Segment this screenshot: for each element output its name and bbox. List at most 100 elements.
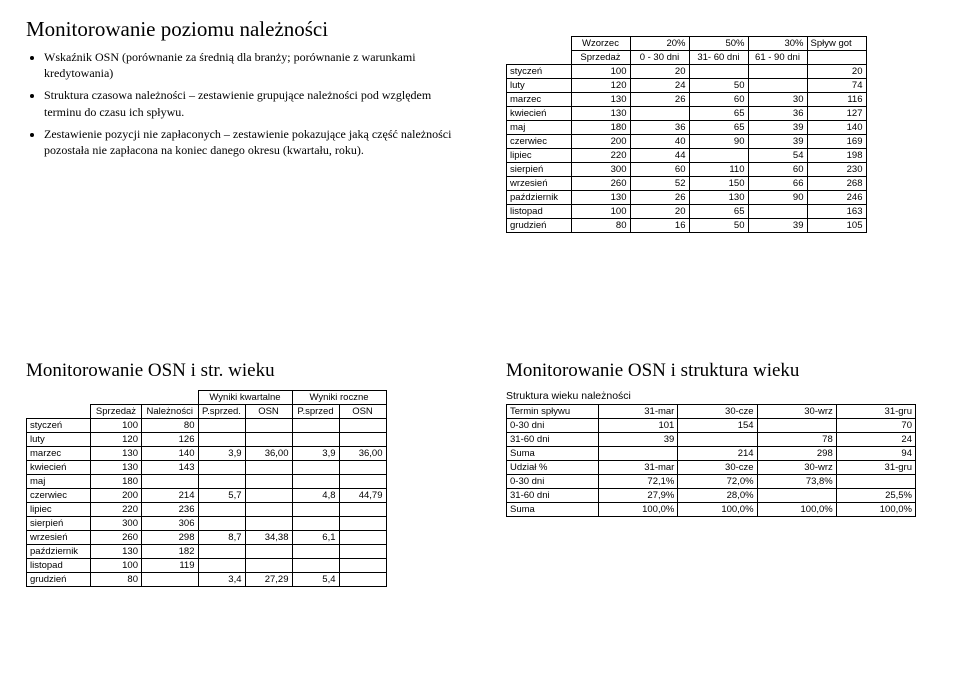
cell: 31-60 dni: [507, 489, 599, 503]
cell: [142, 475, 199, 489]
q4-table-1: Termin spływu 31-mar 30-cze 30-wrz 31-gr…: [506, 404, 916, 517]
cell: 154: [678, 419, 757, 433]
cell: 74: [807, 79, 866, 93]
cell: 65: [689, 205, 748, 219]
cell: 200: [91, 489, 142, 503]
th: OSN: [339, 405, 386, 419]
cell: 130: [91, 545, 142, 559]
cell: 36,00: [245, 447, 292, 461]
table-row: 31-60 dni27,9%28,0%25,5%: [507, 489, 916, 503]
cell: Suma: [507, 503, 599, 517]
cell: 78: [757, 433, 836, 447]
cell: styczeń: [27, 419, 91, 433]
cell: 31-60 dni: [507, 433, 599, 447]
cell: 220: [91, 503, 142, 517]
cell: 182: [142, 545, 199, 559]
cell: 130: [689, 191, 748, 205]
table-row: luty120245074: [507, 79, 867, 93]
cell: [245, 475, 292, 489]
cell: 39: [748, 219, 807, 233]
cell: 130: [571, 93, 630, 107]
cell: 180: [571, 121, 630, 135]
cell: luty: [27, 433, 91, 447]
th: 31-mar: [599, 461, 678, 475]
cell: [292, 475, 339, 489]
cell: 70: [836, 419, 915, 433]
cell: 80: [571, 219, 630, 233]
cell: 54: [748, 149, 807, 163]
table-row: październik130182: [27, 545, 387, 559]
cell: luty: [507, 79, 572, 93]
cell: [292, 559, 339, 573]
cell: [748, 205, 807, 219]
cell: [339, 461, 386, 475]
cell: 66: [748, 177, 807, 191]
cell: [292, 503, 339, 517]
cell: [339, 531, 386, 545]
cell: [198, 559, 245, 573]
cell: 39: [748, 135, 807, 149]
cell: 100,0%: [599, 503, 678, 517]
q1-bullet: Struktura czasowa należności – zestawien…: [44, 87, 464, 119]
th: Wyniki roczne: [292, 391, 386, 405]
cell: 101: [599, 419, 678, 433]
cell: 214: [142, 489, 199, 503]
cell: 50: [689, 219, 748, 233]
cell: [198, 517, 245, 531]
th: 31-mar: [599, 405, 678, 419]
cell: 90: [689, 135, 748, 149]
table-row: maj180366539140: [507, 121, 867, 135]
th: 30%: [748, 37, 807, 51]
cell: 198: [807, 149, 866, 163]
cell: 8,7: [198, 531, 245, 545]
table-row: Suma21429894: [507, 447, 916, 461]
cell: 26: [630, 93, 689, 107]
th: 30-cze: [678, 461, 757, 475]
table-row: Suma100,0%100,0%100,0%100,0%: [507, 503, 916, 517]
table-row: wrzesień2602988,734,386,1: [27, 531, 387, 545]
cell: 39: [748, 121, 807, 135]
cell: marzec: [27, 447, 91, 461]
cell: [198, 545, 245, 559]
cell: 24: [836, 433, 915, 447]
cell: 100,0%: [836, 503, 915, 517]
cell: 40: [630, 135, 689, 149]
cell: 39: [599, 433, 678, 447]
cell: 100,0%: [678, 503, 757, 517]
cell: [678, 433, 757, 447]
cell: 4,8: [292, 489, 339, 503]
cell: [245, 461, 292, 475]
cell: 36: [748, 107, 807, 121]
cell: 44,79: [339, 489, 386, 503]
cell: maj: [507, 121, 572, 135]
q4-title: Monitorowanie OSN i struktura wieku: [506, 360, 944, 382]
cell: 30: [748, 93, 807, 107]
cell: wrzesień: [507, 177, 572, 191]
cell: 230: [807, 163, 866, 177]
cell: 140: [142, 447, 199, 461]
cell: 130: [91, 447, 142, 461]
table-row: 0-30 dni72,1%72,0%73,8%: [507, 475, 916, 489]
th: 31-gru: [836, 461, 915, 475]
cell: 52: [630, 177, 689, 191]
cell: [198, 461, 245, 475]
table-row: czerwiec2002145,74,844,79: [27, 489, 387, 503]
table-row: luty120126: [27, 433, 387, 447]
cell: 180: [91, 475, 142, 489]
cell: 20: [807, 65, 866, 79]
quadrant-1: Monitorowanie poziomu należności Wskaźni…: [0, 0, 480, 342]
th: Wyniki kwartalne: [198, 391, 292, 405]
cell: 20: [630, 205, 689, 219]
table-row: listopad100119: [27, 559, 387, 573]
table-row: Termin spływu 31-mar 30-cze 30-wrz 31-gr…: [507, 405, 916, 419]
cell: 105: [807, 219, 866, 233]
cell: 36,00: [339, 447, 386, 461]
th: Udział %: [507, 461, 599, 475]
cell: 5,7: [198, 489, 245, 503]
cell: maj: [27, 475, 91, 489]
table-row: styczeń1002020: [507, 65, 867, 79]
cell: styczeń: [507, 65, 572, 79]
cell: 306: [142, 517, 199, 531]
quadrant-3: Monitorowanie OSN i str. wieku Wyniki kw…: [0, 342, 480, 684]
cell: marzec: [507, 93, 572, 107]
